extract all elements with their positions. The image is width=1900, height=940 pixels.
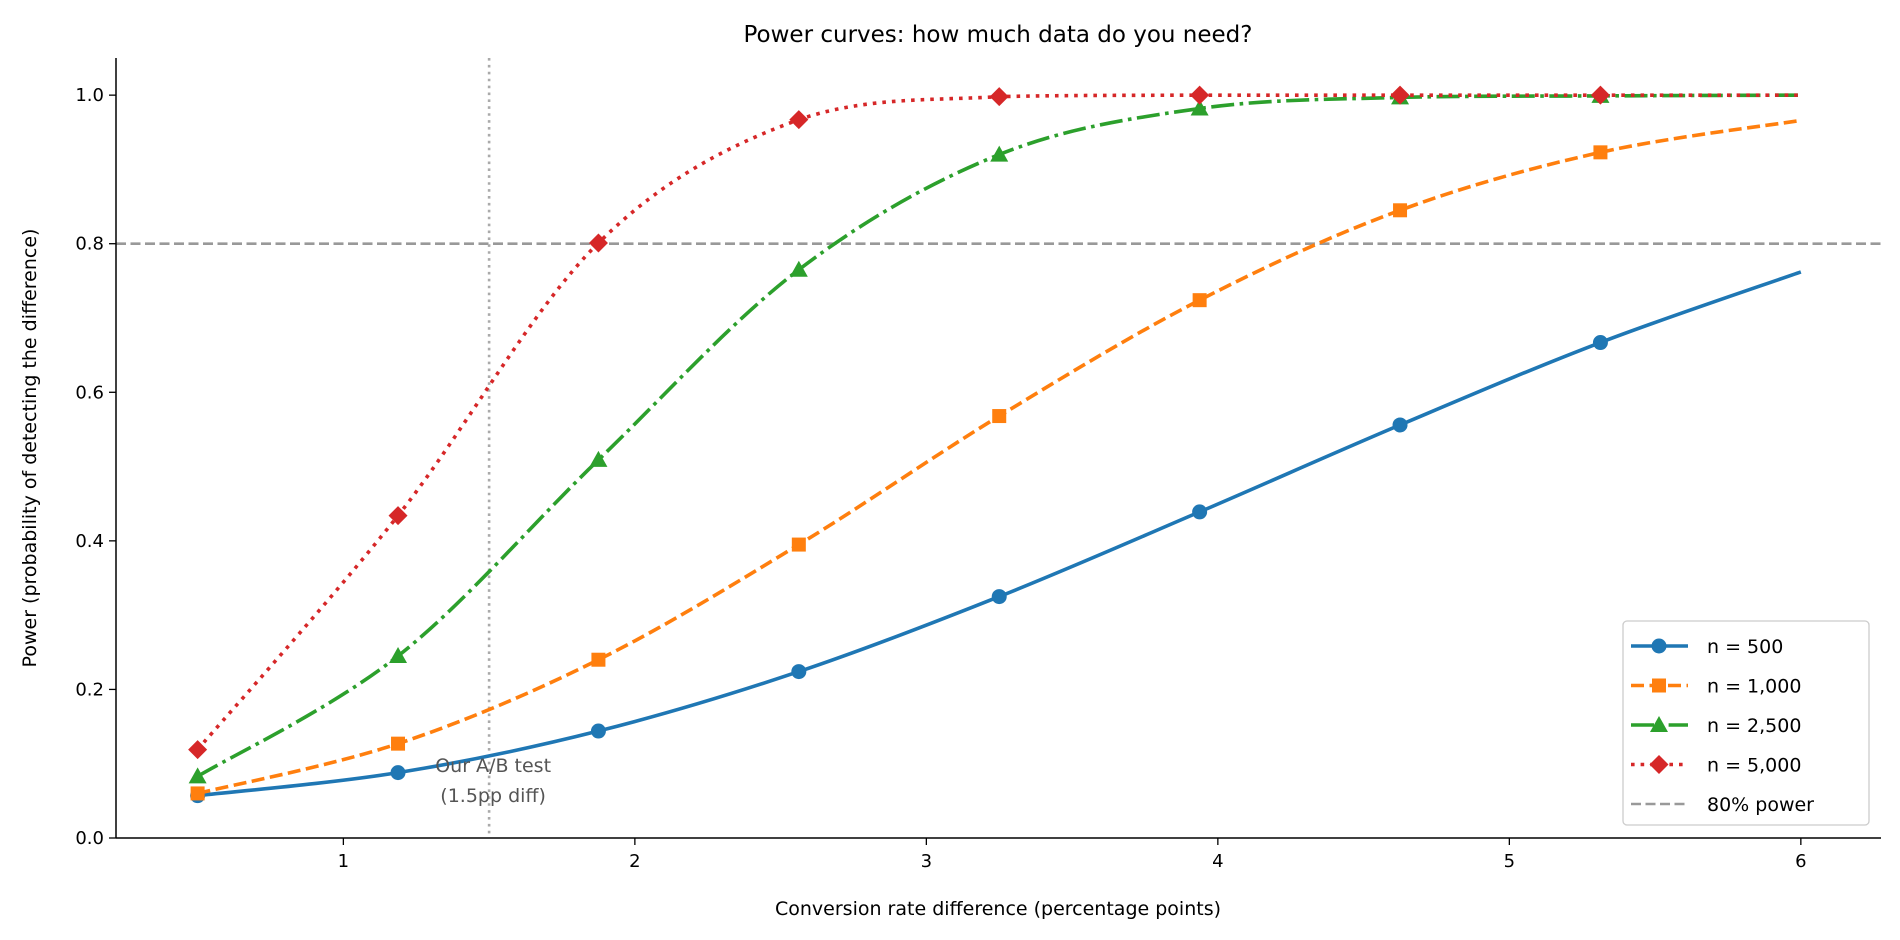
data-point: [791, 537, 806, 552]
y-tick-label: 0.0: [75, 828, 104, 849]
series-1: [190, 118, 1802, 801]
data-point: [190, 786, 205, 801]
x-axis-label: Conversion rate difference (percentage p…: [775, 898, 1221, 920]
data-point: [989, 87, 1009, 107]
data-point: [591, 652, 606, 667]
data-point: [1190, 99, 1209, 116]
legend-marker: [1652, 678, 1666, 693]
y-tick-label: 1.0: [75, 85, 104, 106]
x-tick-label: 2: [629, 851, 640, 872]
legend-item: n = 2,500: [1631, 715, 1801, 737]
data-point: [1190, 85, 1210, 105]
annotation-line2: (1.5pp diff): [440, 785, 546, 807]
data-point: [791, 664, 807, 680]
legend-item: n = 1,000: [1631, 676, 1801, 698]
y-tick-label: 0.4: [75, 531, 104, 552]
series-group: [188, 85, 1802, 804]
legend-marker: [1649, 755, 1669, 774]
legend-item: n = 5,000: [1631, 755, 1801, 777]
data-point: [1390, 85, 1410, 105]
x-tick-label: 1: [338, 851, 349, 872]
series-line: [197, 270, 1802, 798]
data-point: [589, 450, 608, 467]
data-point: [391, 736, 406, 751]
data-point: [1192, 293, 1207, 308]
x-tick-label: 5: [1504, 851, 1515, 872]
legend-item: n = 500: [1631, 636, 1783, 658]
series-2: [188, 86, 1801, 784]
data-point: [390, 765, 406, 781]
data-point: [590, 723, 606, 739]
y-axis-label: Power (probability of detecting the diff…: [19, 229, 41, 668]
legend-marker: [1651, 638, 1667, 654]
annotation-line1: Our A/B test: [435, 755, 551, 777]
legend-marker: [1650, 716, 1668, 732]
data-point: [1392, 417, 1408, 433]
data-point: [789, 260, 808, 277]
x-tick-label: 4: [1212, 851, 1223, 872]
legend-label: n = 2,500: [1707, 715, 1801, 737]
data-point: [188, 740, 208, 760]
series-line: [196, 93, 1801, 778]
series-0: [190, 270, 1802, 804]
data-point: [789, 110, 809, 130]
legend-label: n = 1,000: [1707, 676, 1801, 698]
data-point: [389, 647, 408, 663]
legend-item: 80% power: [1631, 794, 1814, 816]
data-point: [992, 409, 1007, 424]
chart-title: Power curves: how much data do you need?: [744, 22, 1253, 48]
data-point: [1192, 504, 1208, 520]
y-tick-label: 0.8: [75, 234, 104, 255]
data-point: [188, 767, 207, 784]
legend-label: n = 500: [1707, 636, 1783, 658]
data-point: [1393, 203, 1408, 218]
data-point: [388, 506, 408, 526]
series-3: [188, 85, 1801, 760]
y-tick-label: 0.6: [75, 382, 104, 403]
legend: n = 500 n = 1,000 n = 2,500 n = 5,000 80% po…: [1622, 620, 1870, 826]
data-point: [990, 145, 1009, 162]
x-tick-label: 3: [921, 851, 932, 872]
legend-label: n = 5,000: [1707, 755, 1801, 777]
legend-frame: [1622, 620, 1870, 826]
reference-lines: [116, 58, 1881, 838]
series-line: [197, 118, 1802, 796]
data-point: [588, 233, 608, 253]
axes: 1 2 3 4 5 6 0.0 0.2 0.4 0.6 0.8 1.0: [75, 58, 1881, 872]
y-tick-label: 0.2: [75, 679, 104, 700]
data-point: [1590, 85, 1610, 105]
data-point: [1592, 335, 1608, 351]
series-line: [196, 93, 1801, 751]
legend-label: 80% power: [1707, 794, 1814, 816]
data-point: [1593, 145, 1608, 160]
data-point: [991, 589, 1007, 605]
x-tick-label: 6: [1795, 851, 1806, 872]
